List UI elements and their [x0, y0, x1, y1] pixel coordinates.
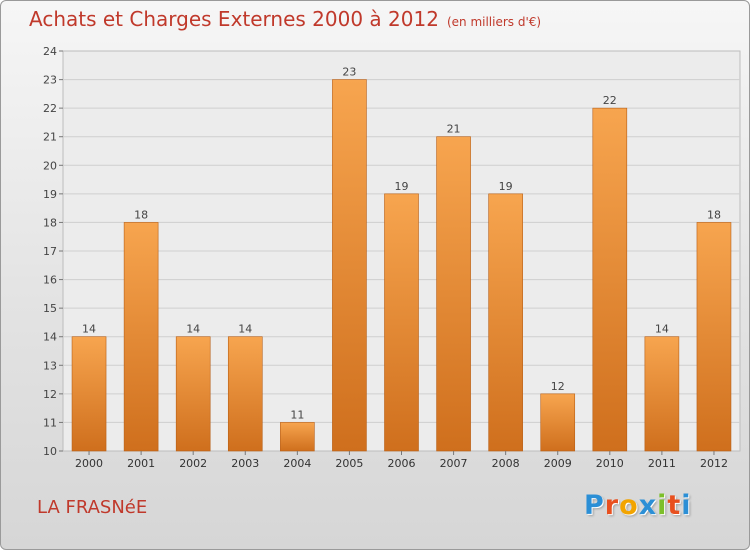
y-tick-label: 12 — [43, 388, 57, 401]
proxiti-logo: Proxiti — [584, 490, 692, 521]
bar — [384, 193, 419, 452]
logo-letter: x — [638, 490, 658, 521]
bar-value-label: 23 — [342, 66, 356, 79]
bar — [540, 393, 576, 452]
bar-value-label: 14 — [655, 323, 669, 336]
y-tick-label: 11 — [43, 416, 57, 429]
y-tick-label: 13 — [43, 359, 57, 372]
bar — [436, 136, 471, 452]
bar — [123, 222, 159, 452]
y-tick-label: 15 — [43, 302, 57, 315]
bar-value-label: 22 — [603, 94, 617, 107]
y-tick-label: 20 — [43, 159, 57, 172]
bar — [71, 336, 107, 452]
x-axis: 2000 2001 2002 2003 2004 2005 2006 2007 2008 2009… — [75, 451, 728, 470]
x-tick-label: 2000 — [75, 457, 103, 470]
bar-value-label: 21 — [447, 123, 461, 136]
x-tick-label: 2007 — [440, 457, 468, 470]
logo-letter: r — [604, 490, 620, 521]
chart-title-text: Achats et Charges Externes 2000 à 2012 — [29, 7, 439, 31]
y-tick-label: 22 — [43, 102, 57, 115]
bar — [280, 422, 315, 452]
x-tick-label: 2010 — [596, 457, 624, 470]
y-tick-label: 23 — [43, 74, 57, 87]
y-tick-label: 18 — [43, 216, 57, 229]
bar-value-label: 12 — [551, 380, 565, 393]
y-tick-label: 19 — [43, 188, 57, 201]
x-tick-label: 2004 — [283, 457, 311, 470]
bar-value-label: 11 — [290, 408, 304, 421]
bar — [488, 193, 523, 452]
x-tick-label: 2012 — [700, 457, 728, 470]
x-tick-label: 2006 — [388, 457, 416, 470]
y-axis: 10 11 12 13 14 15 16 17 18 19 20 21 22 23 24 — [43, 45, 63, 458]
bar — [644, 336, 680, 452]
x-tick-label: 2002 — [179, 457, 207, 470]
y-tick-label: 24 — [43, 45, 57, 58]
x-tick-label: 2005 — [335, 457, 363, 470]
bar — [227, 336, 263, 452]
bars: 14 18 14 14 11 23 19 21 19 12 22 14 18 — [71, 66, 732, 452]
bar-value-label: 14 — [238, 323, 252, 336]
bar — [696, 222, 732, 452]
y-tick-label: 16 — [43, 274, 57, 287]
logo-letter: i — [681, 490, 692, 521]
y-tick-label: 10 — [43, 445, 57, 458]
commune-name: LA FRASNéE — [37, 497, 148, 518]
bar-value-label: 19 — [499, 180, 513, 193]
bar-value-label: 18 — [707, 208, 721, 221]
x-tick-label: 2008 — [492, 457, 520, 470]
logo-letter: o — [619, 490, 639, 521]
x-tick-label: 2011 — [648, 457, 676, 470]
y-tick-label: 14 — [43, 331, 57, 344]
bar — [175, 336, 211, 452]
bar-value-label: 14 — [82, 323, 96, 336]
chart-title: Achats et Charges Externes 2000 à 2012 (e… — [29, 7, 541, 31]
x-tick-label: 2001 — [127, 457, 155, 470]
bar — [592, 107, 628, 452]
y-tick-label: 21 — [43, 131, 57, 144]
x-tick-label: 2009 — [544, 457, 572, 470]
bar-value-label: 14 — [186, 323, 200, 336]
bar-value-label: 18 — [134, 208, 148, 221]
y-tick-label: 17 — [43, 245, 57, 258]
logo-letter: i — [657, 490, 668, 521]
logo-letter: t — [667, 490, 682, 521]
bar — [332, 79, 367, 452]
logo-letter: P — [584, 490, 605, 521]
bar-value-label: 19 — [395, 180, 409, 193]
x-tick-label: 2003 — [231, 457, 259, 470]
chart-unit-label: (en milliers d'€) — [446, 15, 542, 29]
